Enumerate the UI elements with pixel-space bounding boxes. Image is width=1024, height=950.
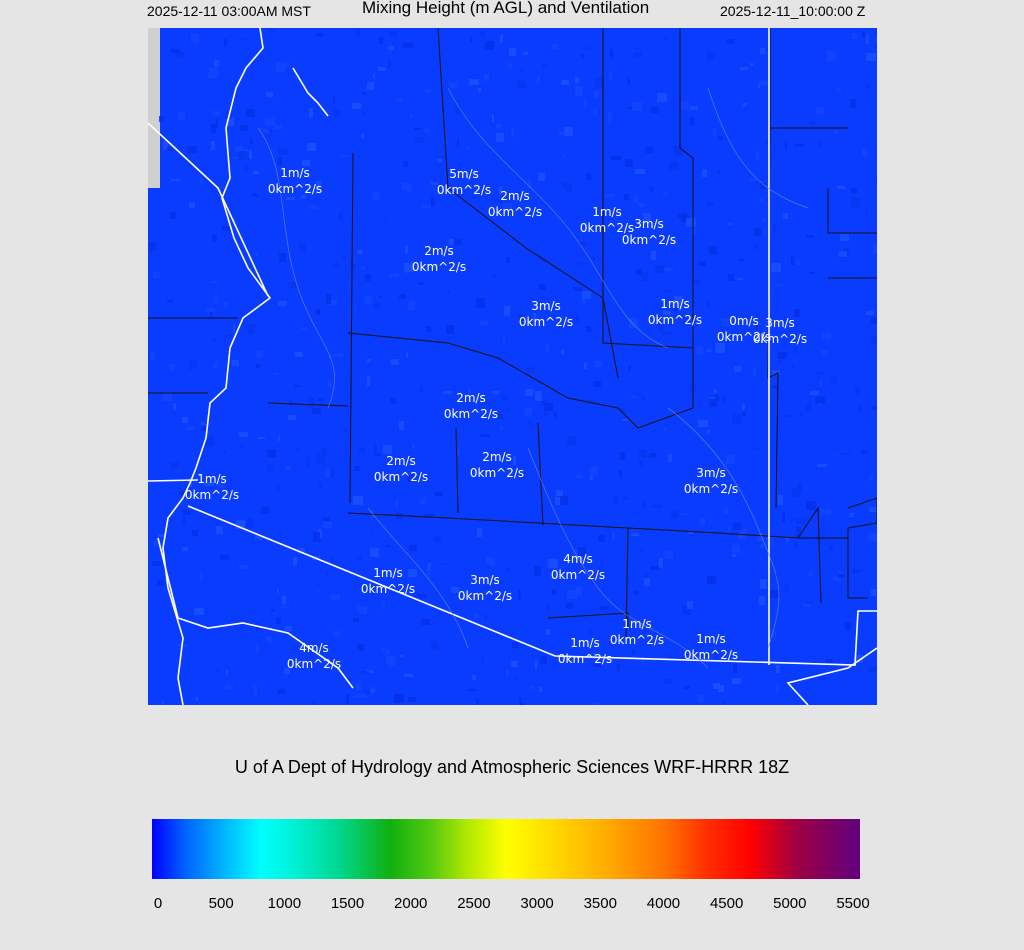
ventilation-label: 0km^2/s — [361, 582, 415, 596]
ventilation-label: 0km^2/s — [412, 260, 466, 274]
ventilation-label: 0km^2/s — [622, 233, 676, 247]
ventilation-label: 0km^2/s — [580, 221, 634, 235]
wind-speed-label: 2m/s — [456, 391, 486, 405]
ventilation-label: 0km^2/s — [551, 568, 605, 582]
utc-time: 2025-12-11_10:00:00 Z — [720, 3, 866, 19]
colorbar-tick-label: 1000 — [267, 895, 302, 912]
ventilation-label: 0km^2/s — [684, 648, 738, 662]
ventilation-label: 0km^2/s — [458, 589, 512, 603]
ventilation-label: 0km^2/s — [519, 315, 573, 329]
ventilation-label: 0km^2/s — [558, 652, 612, 666]
ventilation-label: 0km^2/s — [488, 205, 542, 219]
wind-speed-label: 1m/s — [280, 166, 310, 180]
ventilation-label: 0km^2/s — [753, 332, 807, 346]
no-data-strip — [148, 28, 160, 188]
ventilation-label: 0km^2/s — [717, 330, 771, 344]
colorbar-tick-label: 4000 — [646, 895, 681, 912]
wind-speed-label: 1m/s — [660, 297, 690, 311]
colorbar-tick-label: 5000 — [773, 895, 807, 912]
wind-speed-label: 0m/s — [729, 314, 759, 328]
colorbar-tick-label: 4500 — [709, 895, 744, 912]
colorbar-tick-label: 5500 — [836, 895, 870, 912]
credit-line: U of A Dept of Hydrology and Atmospheric… — [234, 757, 790, 777]
colorbar-tick-label: 3000 — [520, 895, 554, 912]
county-lines — [148, 28, 877, 639]
wind-speed-label: 3m/s — [531, 299, 561, 313]
ventilation-label: 0km^2/s — [185, 488, 239, 502]
wind-speed-label: 1m/s — [592, 205, 622, 219]
wind-speed-label: 3m/s — [634, 217, 664, 231]
ventilation-label: 0km^2/s — [268, 182, 322, 196]
wind-speed-label: 2m/s — [482, 450, 512, 464]
wind-speed-label: 2m/s — [424, 244, 454, 258]
ventilation-label: 0km^2/s — [648, 313, 702, 327]
colorbar-tick-label: 500 — [208, 895, 234, 912]
colorbar — [152, 819, 860, 879]
colorbar-tick-label: 2500 — [457, 895, 491, 912]
wind-speed-label: 1m/s — [622, 617, 652, 631]
map-title: Mixing Height (m AGL) and Ventilation — [362, 0, 650, 17]
ventilation-label: 0km^2/s — [374, 470, 428, 484]
wind-speed-label: 1m/s — [197, 472, 227, 486]
wind-speed-label: 1m/s — [570, 636, 600, 650]
wind-speed-label: 3m/s — [765, 316, 795, 330]
wind-speed-label: 4m/s — [563, 552, 593, 566]
wind-speed-label: 3m/s — [470, 573, 500, 587]
ventilation-label: 0km^2/s — [287, 657, 341, 671]
local-time: 2025-12-11 03:00AM MST — [147, 3, 311, 19]
colorbar-tick-label: 2000 — [394, 895, 428, 912]
wind-speed-label: 3m/s — [696, 466, 726, 480]
ventilation-label: 0km^2/s — [684, 482, 738, 496]
colorbar-tick-label: 3500 — [583, 895, 617, 912]
state-borders — [148, 28, 877, 705]
wind-speed-label: 1m/s — [373, 566, 403, 580]
terrain-texture — [149, 28, 877, 705]
wind-speed-label: 1m/s — [696, 632, 726, 646]
wind-speed-label: 5m/s — [449, 167, 479, 181]
contour-lines — [257, 87, 809, 669]
wind-speed-label: 4m/s — [299, 641, 329, 655]
ventilation-label: 0km^2/s — [437, 183, 491, 197]
colorbar-tick-label: 0 — [153, 895, 163, 912]
ventilation-label: 0km^2/s — [444, 407, 498, 421]
colorbar-tick-label: 1500 — [330, 895, 365, 912]
wind-speed-label: 2m/s — [386, 454, 416, 468]
ventilation-label: 0km^2/s — [610, 633, 664, 647]
ventilation-label: 0km^2/s — [470, 466, 524, 480]
wind-speed-label: 2m/s — [500, 189, 530, 203]
